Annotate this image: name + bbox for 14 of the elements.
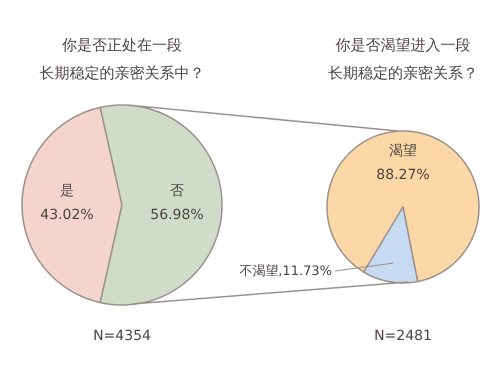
slice-label: 渴望 [389,143,417,159]
chart-subtitle: 长期稳定的亲密关系中？ [40,64,204,82]
data-label: 43.02% [40,207,94,223]
data-label: ,11.73% [278,264,332,279]
data-label: 56.98% [150,207,204,223]
text: N=2481 [374,328,432,344]
chart-title: 你是否渴望进入一段 [334,36,470,54]
slice-label: 是 [60,183,74,199]
data-label: 88.27% [376,167,430,183]
text: N=4354 [93,328,152,344]
chart-title: 你是否正处在一段 [61,36,182,54]
chart-subtitle: 长期稳定的亲密关系？ [328,64,478,82]
slice-label: 否 [170,183,184,199]
slice-label: 不渴望 [239,264,278,279]
